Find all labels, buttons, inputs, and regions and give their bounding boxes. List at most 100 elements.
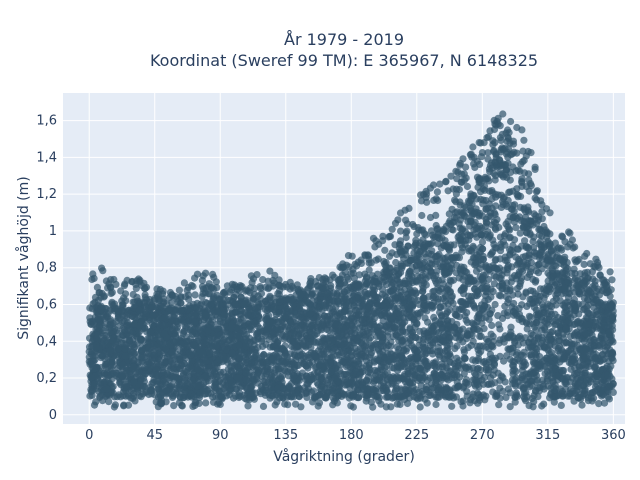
data-point: [402, 328, 410, 337]
data-point: [556, 385, 564, 393]
data-point: [512, 224, 520, 232]
data-point: [445, 351, 453, 359]
data-point: [305, 341, 313, 349]
data-point: [455, 327, 463, 335]
data-point: [581, 361, 590, 370]
data-point: [491, 300, 499, 309]
data-point: [161, 314, 169, 322]
data-point: [481, 297, 489, 305]
data-point: [137, 335, 145, 343]
data-point: [379, 331, 387, 339]
data-point: [582, 330, 590, 338]
data-point: [422, 357, 430, 365]
data-point: [354, 320, 362, 328]
data-point: [143, 360, 151, 368]
data-point: [527, 330, 535, 338]
data-point: [159, 366, 167, 374]
data-point: [412, 386, 420, 394]
data-point: [425, 272, 433, 280]
data-point: [235, 341, 243, 349]
data-point: [96, 378, 104, 386]
data-point: [585, 310, 593, 318]
data-point: [474, 346, 482, 354]
data-point: [544, 252, 552, 260]
data-point: [471, 304, 479, 312]
data-point: [464, 380, 472, 388]
data-point: [254, 334, 262, 343]
data-point: [510, 218, 518, 226]
data-point: [134, 358, 142, 366]
data-point: [245, 325, 253, 333]
data-point: [462, 236, 470, 244]
data-point: [562, 308, 570, 316]
data-point: [604, 330, 612, 338]
data-point: [256, 314, 264, 322]
data-point: [476, 256, 485, 264]
data-point: [504, 308, 512, 316]
data-point: [470, 369, 479, 377]
data-point: [403, 290, 412, 298]
data-point: [371, 386, 379, 394]
data-point: [339, 324, 347, 332]
data-point: [515, 257, 524, 265]
data-point: [200, 379, 208, 388]
data-point: [138, 354, 147, 362]
data-point: [420, 294, 428, 302]
data-point: [420, 301, 428, 309]
data-point: [319, 301, 327, 309]
data-point: [501, 230, 509, 238]
data-point: [485, 275, 493, 284]
data-point: [554, 330, 562, 338]
data-point: [469, 390, 477, 398]
data-point: [430, 299, 438, 307]
data-point: [253, 375, 261, 383]
data-point: [126, 326, 134, 334]
data-point: [414, 313, 422, 321]
data-point: [525, 251, 533, 259]
data-point: [354, 291, 362, 299]
data-point: [403, 382, 411, 390]
data-point: [509, 332, 517, 340]
data-point: [304, 364, 312, 372]
data-point: [453, 354, 461, 362]
data-point: [501, 302, 509, 310]
data-point: [542, 286, 551, 294]
data-point: [493, 392, 501, 400]
data-point: [530, 337, 539, 345]
data-point: [571, 300, 579, 308]
data-point: [120, 326, 128, 334]
data-point: [607, 362, 615, 370]
data-point: [94, 387, 102, 395]
data-point: [511, 380, 519, 388]
data-point: [476, 332, 484, 340]
data-point: [343, 296, 351, 304]
data-point: [324, 376, 333, 384]
data-point: [550, 262, 558, 270]
data-point: [295, 376, 303, 384]
data-point: [509, 357, 517, 366]
data-point: [567, 365, 575, 373]
data-point: [175, 383, 183, 391]
data-point: [485, 345, 493, 353]
data-point: [429, 339, 437, 347]
data-point: [482, 366, 490, 374]
data-point: [509, 241, 517, 250]
data-point: [504, 196, 512, 204]
data-point: [608, 322, 616, 330]
data-point: [488, 321, 496, 330]
data-point: [290, 350, 298, 358]
data-point: [187, 351, 195, 359]
data-point: [350, 339, 358, 347]
data-point: [466, 231, 474, 239]
data-point: [485, 315, 493, 324]
data-point: [202, 357, 210, 365]
data-point: [423, 307, 431, 315]
data-point: [499, 387, 507, 395]
data-point: [504, 261, 512, 270]
data-point: [228, 314, 236, 322]
data-point: [598, 350, 607, 358]
data-point: [273, 325, 281, 333]
data-point: [331, 374, 339, 382]
data-point: [495, 321, 503, 329]
data-point: [453, 378, 461, 386]
